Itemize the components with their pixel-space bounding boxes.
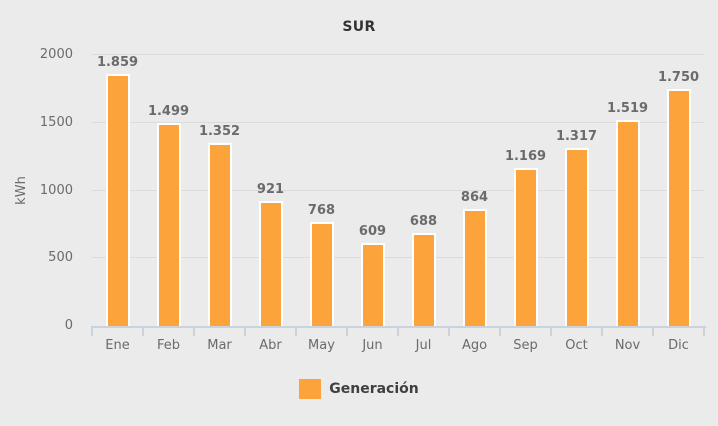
plot-area: 1.859 1.499 1.352 921 768 609 688 864 1.169 1.317… bbox=[92, 54, 704, 326]
legend-item-generacion[interactable]: Generación bbox=[0, 379, 718, 399]
x-axis-label-oct: Oct bbox=[565, 338, 588, 353]
bar-value-label: 1.499 bbox=[147, 103, 190, 119]
x-axis-label-jul: Jul bbox=[415, 338, 432, 353]
gridline-500 bbox=[92, 257, 704, 259]
x-axis-tick bbox=[601, 326, 603, 336]
bar-column-mar: 1.352 bbox=[194, 55, 245, 326]
bar-column-jun: 609 bbox=[347, 55, 398, 326]
x-axis-tick bbox=[703, 326, 705, 336]
x-axis-label-sep: Sep bbox=[513, 338, 538, 353]
bar-jul[interactable] bbox=[411, 232, 436, 326]
bar-column-dic: 1.750 bbox=[653, 55, 704, 326]
x-axis-tick bbox=[448, 326, 450, 336]
bar-oct[interactable] bbox=[564, 147, 589, 326]
gridline-1000 bbox=[92, 189, 704, 191]
bar-mar[interactable] bbox=[207, 142, 232, 326]
bar-value-label: 1.859 bbox=[96, 55, 139, 71]
bar-sep[interactable] bbox=[513, 167, 538, 326]
x-axis-tick bbox=[91, 326, 93, 336]
y-tick-label-500: 500 bbox=[48, 250, 73, 266]
x-axis-label-abr: Abr bbox=[259, 338, 282, 353]
bar-column-ago: 864 bbox=[449, 55, 500, 326]
bar-column-ene: 1.859 bbox=[92, 55, 143, 326]
x-axis-label-ene: Ene bbox=[105, 338, 130, 353]
bar-value-label: 1.352 bbox=[198, 123, 241, 139]
y-tick-label-0: 0 bbox=[64, 318, 73, 333]
x-axis-tick bbox=[193, 326, 195, 336]
gridline-1500 bbox=[92, 121, 704, 123]
bar-column-sep: 1.169 bbox=[500, 55, 551, 326]
bar-abr[interactable] bbox=[258, 201, 283, 326]
x-axis-tick bbox=[652, 326, 654, 336]
bar-feb[interactable] bbox=[156, 122, 181, 326]
x-axis-tick bbox=[499, 326, 501, 336]
bar-value-label: 921 bbox=[256, 182, 285, 198]
bar-dic[interactable] bbox=[666, 88, 691, 326]
x-axis-label-feb: Feb bbox=[156, 338, 181, 353]
x-axis-label-mar: Mar bbox=[207, 338, 232, 353]
x-axis-tick bbox=[550, 326, 552, 336]
y-tick-label-1500: 1500 bbox=[39, 114, 73, 130]
bar-column-jul: 688 bbox=[398, 55, 449, 326]
x-axis-tick bbox=[295, 326, 297, 336]
bar-ago[interactable] bbox=[462, 208, 487, 326]
bar-column-feb: 1.499 bbox=[143, 55, 194, 326]
bar-value-label: 688 bbox=[409, 213, 438, 229]
x-axis-label-jun: Jun bbox=[362, 338, 383, 353]
bar-value-label: 1.519 bbox=[606, 101, 649, 117]
y-tick-label-2000: 2000 bbox=[39, 47, 73, 62]
bar-value-label: 1.750 bbox=[657, 69, 700, 85]
bar-value-label: 1.169 bbox=[504, 148, 547, 164]
x-axis-labels: Ene Feb Mar Abr May Jun Jul Ago Sep Oct Nov Dic bbox=[92, 338, 704, 353]
x-axis-tick bbox=[142, 326, 144, 336]
x-axis-tick bbox=[397, 326, 399, 336]
bar-ene[interactable] bbox=[105, 74, 130, 326]
chart-title: SUR bbox=[342, 19, 376, 35]
bar-value-label: 768 bbox=[307, 202, 336, 218]
x-axis-tick bbox=[244, 326, 246, 336]
bar-column-may: 768 bbox=[296, 55, 347, 326]
x-axis-label-nov: Nov bbox=[614, 338, 641, 353]
bar-column-abr: 921 bbox=[245, 55, 296, 326]
bar-value-label: 864 bbox=[460, 189, 489, 205]
legend-swatch bbox=[299, 379, 322, 399]
bar-nov[interactable] bbox=[615, 120, 640, 326]
bar-column-nov: 1.519 bbox=[602, 55, 653, 326]
x-axis-line bbox=[92, 326, 706, 328]
y-tick-label-1000: 1000 bbox=[39, 182, 73, 198]
x-axis-label-may: May bbox=[308, 338, 335, 353]
bar-value-label: 1.317 bbox=[555, 128, 598, 144]
legend-label: Generación bbox=[329, 381, 419, 397]
bar-may[interactable] bbox=[309, 221, 334, 326]
bar-column-oct: 1.317 bbox=[551, 55, 602, 326]
bar-jun[interactable] bbox=[360, 243, 385, 326]
bar-value-label: 609 bbox=[358, 224, 387, 240]
bars: 1.859 1.499 1.352 921 768 609 688 864 1.169 1.317… bbox=[92, 55, 704, 326]
gridline-2000 bbox=[92, 54, 704, 55]
x-axis-label-dic: Dic bbox=[668, 338, 689, 353]
x-axis-tick bbox=[346, 326, 348, 336]
y-axis-labels: 0 500 1000 1500 2000 bbox=[0, 0, 73, 426]
x-axis-label-ago: Ago bbox=[461, 338, 488, 353]
